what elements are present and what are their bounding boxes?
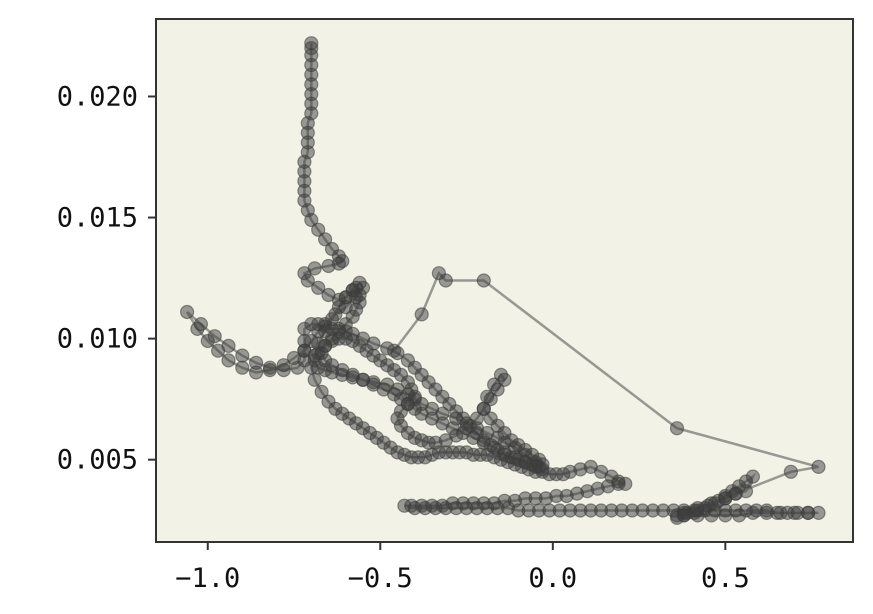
data-point	[745, 505, 761, 521]
x-tick-label: 0.5	[701, 563, 750, 594]
data-point	[331, 300, 346, 315]
data-point	[787, 505, 802, 521]
data-point	[221, 338, 236, 353]
data-point	[718, 508, 733, 523]
y-tick-label: 0.005	[57, 445, 138, 476]
data-point	[480, 389, 495, 404]
y-tick-label: 0.020	[57, 81, 138, 112]
data-point	[307, 348, 322, 363]
data-point	[759, 505, 774, 521]
data-point	[783, 464, 799, 479]
data-point	[318, 324, 333, 339]
data-point	[314, 384, 329, 399]
data-point	[387, 343, 402, 358]
x-tick-label: −1.0	[175, 563, 240, 594]
data-point	[276, 363, 291, 378]
data-point	[414, 307, 429, 322]
y-tick-label: 0.010	[57, 324, 138, 355]
data-point	[731, 508, 747, 523]
data-point	[297, 333, 312, 349]
x-tick-label: 0.0	[528, 563, 577, 594]
plot-frame	[155, 18, 854, 543]
data-point	[311, 336, 326, 351]
data-point	[180, 304, 195, 320]
data-point	[487, 377, 502, 392]
y-axis: 0.005 0.010 0.015 0.020	[57, 81, 156, 476]
data-point	[249, 355, 264, 370]
y-tick-label: 0.015	[57, 203, 138, 234]
data-point	[493, 367, 509, 382]
data-point	[304, 212, 319, 228]
data-point	[262, 360, 277, 375]
data-point	[431, 266, 446, 281]
data-point	[321, 258, 336, 274]
data-point	[476, 273, 491, 288]
data-point	[773, 505, 788, 521]
data-point	[745, 469, 761, 484]
data-point	[311, 280, 326, 295]
data-point	[469, 411, 484, 426]
data-point	[300, 273, 315, 288]
data-points	[180, 36, 826, 525]
data-point	[318, 232, 333, 247]
data-point	[800, 505, 816, 521]
data-point	[207, 329, 222, 344]
data-point	[669, 421, 685, 436]
data-point	[193, 317, 208, 332]
data-point	[304, 360, 319, 375]
data-point	[307, 372, 322, 387]
data-point	[235, 348, 250, 363]
data-point	[311, 222, 326, 237]
data-point	[728, 486, 743, 501]
data-point	[476, 401, 491, 416]
data-point	[221, 353, 236, 368]
data-point	[690, 501, 705, 516]
data-point	[811, 459, 826, 474]
x-tick-label: −0.5	[348, 563, 413, 594]
data-point	[704, 496, 719, 511]
x-axis: −1.0 −0.5 0.0 0.5	[175, 542, 750, 594]
data-point	[235, 360, 250, 375]
data-point	[676, 505, 692, 521]
data-point	[338, 290, 353, 305]
data-point	[324, 312, 340, 327]
